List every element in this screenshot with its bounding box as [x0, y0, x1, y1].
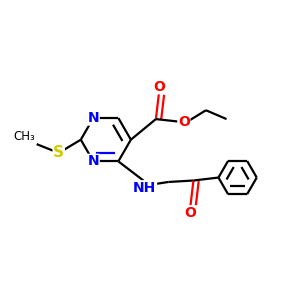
Text: N: N [88, 111, 99, 125]
Text: CH₃: CH₃ [14, 130, 35, 142]
Text: N: N [88, 154, 99, 168]
Text: O: O [153, 80, 165, 94]
Text: O: O [178, 115, 190, 129]
Text: O: O [184, 206, 196, 220]
Text: NH: NH [133, 181, 157, 195]
Text: S: S [53, 146, 64, 160]
